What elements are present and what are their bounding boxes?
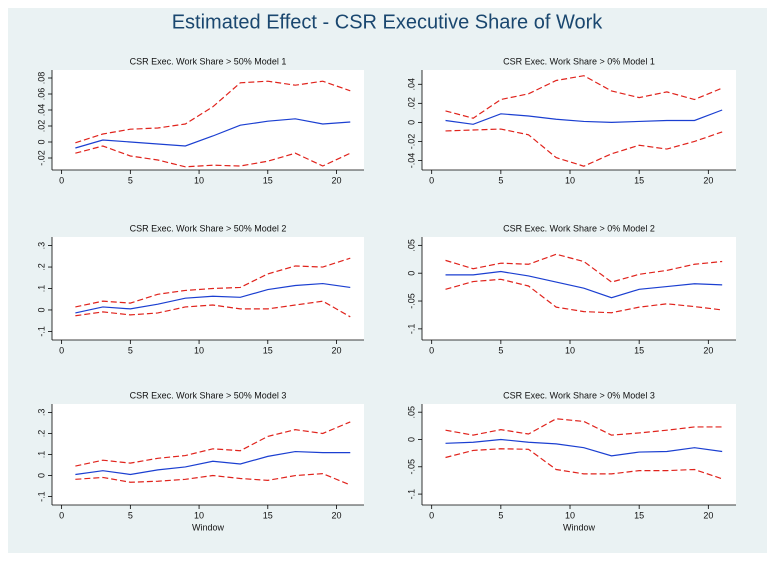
- series-line: [445, 75, 723, 119]
- series-line: [445, 418, 723, 436]
- y-tick-label: -.1: [406, 489, 416, 500]
- x-tick-label: 0: [59, 345, 64, 355]
- y-tick-label: .1: [36, 451, 46, 459]
- x-tick-label: 5: [128, 175, 133, 185]
- y-tick-label: .06: [36, 88, 46, 101]
- y-tick-label: -.02: [36, 150, 46, 166]
- plot-region: [52, 404, 364, 505]
- x-tick-label: 20: [332, 510, 342, 520]
- plot-region: [422, 237, 736, 340]
- y-tick-label: -.05: [406, 293, 416, 309]
- y-tick-label: 0: [36, 307, 46, 312]
- plot-region: [52, 70, 364, 170]
- y-tick-label: -.1: [406, 324, 416, 335]
- x-tick-label: 15: [634, 175, 644, 185]
- y-tick-label: 0: [36, 139, 46, 144]
- x-tick-label: 5: [498, 175, 503, 185]
- series-line: [75, 300, 351, 318]
- x-tick-label: 15: [263, 175, 273, 185]
- x-tick-label: 0: [429, 345, 434, 355]
- subplot-title: CSR Exec. Work Share > 0% Model 3: [503, 390, 655, 400]
- x-tick-label: 15: [634, 345, 644, 355]
- y-tick-label: .08: [36, 72, 46, 85]
- series-line: [75, 450, 351, 476]
- y-tick-label: .02: [36, 120, 46, 133]
- series-line: [445, 448, 723, 480]
- y-tick-label: -.04: [406, 153, 416, 169]
- x-tick-label: 0: [429, 175, 434, 185]
- x-tick-label: 20: [703, 175, 713, 185]
- series-line: [75, 473, 351, 486]
- x-tick-label: 20: [332, 345, 342, 355]
- y-tick-label: -.05: [406, 459, 416, 475]
- x-tick-label: 5: [128, 510, 133, 520]
- x-tick-label: 15: [634, 510, 644, 520]
- x-tick-label: 10: [194, 345, 204, 355]
- y-tick-label: 0: [406, 120, 416, 125]
- series-line: [445, 278, 723, 314]
- series-line: [445, 438, 723, 457]
- y-tick-label: .04: [406, 78, 416, 91]
- x-tick-label: 20: [703, 510, 713, 520]
- x-tick-label: 20: [332, 175, 342, 185]
- series-line: [75, 282, 351, 314]
- series-line: [445, 253, 723, 283]
- subplot-title: CSR Exec. Work Share > 0% Model 2: [503, 223, 655, 233]
- subplot-title: CSR Exec. Work Share > 0% Model 1: [503, 56, 655, 66]
- y-tick-label: .05: [406, 406, 416, 419]
- x-tick-label: 15: [263, 345, 273, 355]
- series-line: [445, 270, 723, 299]
- x-tick-label: 0: [59, 175, 64, 185]
- x-tick-label: 5: [498, 510, 503, 520]
- series-line: [75, 80, 351, 144]
- x-tick-label: 15: [263, 510, 273, 520]
- x-tick-label: 10: [565, 175, 575, 185]
- x-tick-label: 0: [59, 510, 64, 520]
- series-line: [75, 118, 351, 149]
- y-tick-label: .1: [36, 285, 46, 293]
- plot-region: [422, 404, 736, 505]
- x-tick-label: 5: [498, 345, 503, 355]
- subplot-title: CSR Exec. Work Share > 50% Model 3: [130, 390, 287, 400]
- x-tick-label: 10: [194, 175, 204, 185]
- y-tick-label: .2: [36, 430, 46, 438]
- y-tick-label: .2: [36, 263, 46, 271]
- y-tick-label: .05: [406, 239, 416, 252]
- y-tick-label: .04: [36, 104, 46, 117]
- x-tick-label: 0: [429, 510, 434, 520]
- y-tick-label: .3: [36, 409, 46, 417]
- y-tick-label: -.02: [406, 134, 416, 150]
- x-tick-label: 10: [194, 510, 204, 520]
- y-tick-label: 0: [36, 473, 46, 478]
- chart-title: Estimated Effect - CSR Executive Share o…: [172, 11, 604, 33]
- y-tick-label: 0: [406, 437, 416, 442]
- x-tick-label: 10: [565, 510, 575, 520]
- series-line: [75, 257, 351, 308]
- x-tick-label: 20: [703, 345, 713, 355]
- x-tick-label: 5: [128, 345, 133, 355]
- y-tick-label: -.1: [36, 491, 46, 502]
- series-line: [75, 421, 351, 467]
- series-line: [445, 109, 723, 125]
- y-tick-label: .02: [406, 97, 416, 110]
- y-tick-label: -.1: [36, 326, 46, 337]
- x-axis-label: Window: [563, 522, 596, 532]
- subplot-title: CSR Exec. Work Share > 50% Model 1: [130, 56, 287, 66]
- y-tick-label: .3: [36, 242, 46, 250]
- y-tick-label: 0: [406, 271, 416, 276]
- x-axis-label: Window: [192, 522, 225, 532]
- x-tick-label: 10: [565, 345, 575, 355]
- subplot-title: CSR Exec. Work Share > 50% Model 2: [130, 223, 287, 233]
- series-line: [75, 145, 351, 168]
- series-line: [445, 128, 723, 167]
